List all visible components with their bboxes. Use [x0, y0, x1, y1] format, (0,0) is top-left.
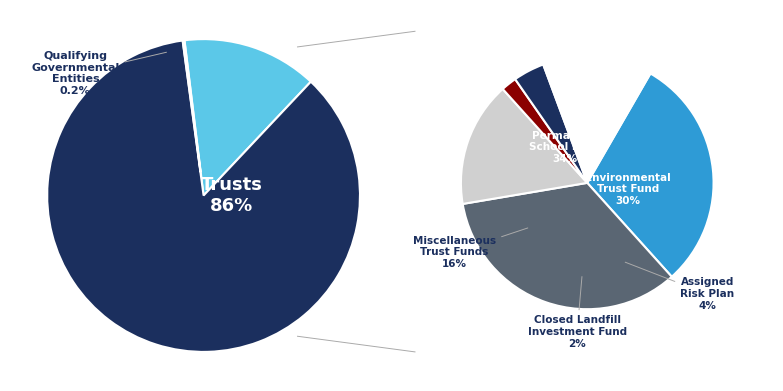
Wedge shape — [503, 79, 587, 183]
Wedge shape — [463, 183, 672, 309]
Text: Closed Landfill
Investment Fund
2%: Closed Landfill Investment Fund 2% — [528, 276, 626, 348]
Text: Qualifying
Governmental
Entities
0.2%: Qualifying Governmental Entities 0.2% — [31, 51, 167, 96]
Text: Trusts
86%: Trusts 86% — [200, 176, 262, 215]
Wedge shape — [515, 65, 587, 183]
Text: Permanent
School Fund
34%: Permanent School Fund 34% — [529, 131, 601, 164]
Text: Environmental
Trust Fund
30%: Environmental Trust Fund 30% — [585, 172, 670, 206]
Text: OPEB
14%: OPEB 14% — [110, 167, 157, 199]
Text: Miscellaneous
Trust Funds
16%: Miscellaneous Trust Funds 16% — [413, 228, 528, 269]
Wedge shape — [543, 57, 651, 183]
Text: Assigned
Risk Plan
4%: Assigned Risk Plan 4% — [625, 262, 734, 310]
Wedge shape — [587, 74, 713, 277]
Wedge shape — [47, 41, 360, 352]
Wedge shape — [179, 17, 200, 172]
Wedge shape — [461, 89, 587, 204]
Wedge shape — [185, 39, 311, 196]
